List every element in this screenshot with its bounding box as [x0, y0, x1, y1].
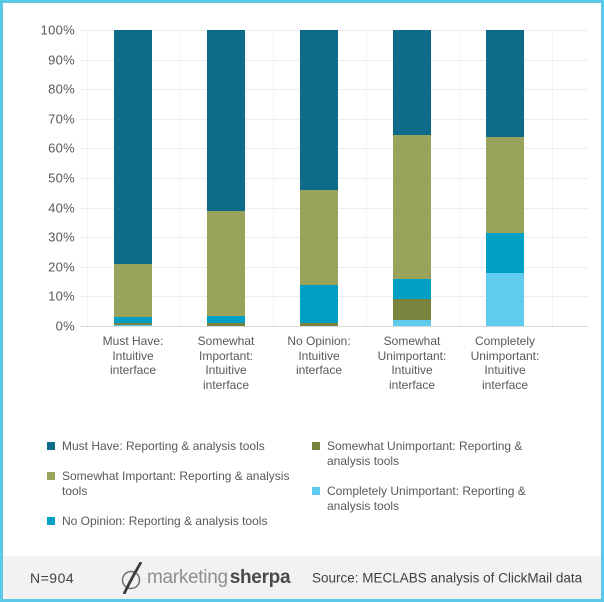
y-tick-label: 70% — [48, 111, 75, 127]
bar-segment — [300, 323, 338, 326]
x-category-label: No Opinion: Intuitive interface — [287, 334, 351, 377]
bar-segment — [207, 210, 245, 316]
legend-label: No Opinion: Reporting & analysis tools — [62, 514, 268, 528]
bar-segment — [393, 135, 431, 279]
footer-bar: N=904 marketing sherpa Source: MECLABS an… — [3, 556, 601, 599]
legend-swatch — [312, 442, 320, 450]
bar-segment — [114, 317, 152, 324]
source-attribution: Source: MECLABS analysis of ClickMail da… — [312, 570, 583, 585]
bar-segment — [300, 284, 338, 324]
gridline — [80, 326, 588, 327]
legend-swatch — [47, 517, 55, 525]
bar-segment — [393, 299, 431, 321]
y-tick-label: 80% — [48, 81, 75, 97]
bar-segment — [114, 323, 152, 325]
y-tick-label: 10% — [48, 288, 75, 304]
bar-segment — [300, 189, 338, 285]
bar-segment — [486, 232, 524, 273]
legend-label: Somewhat Unimportant: Reporting & analys… — [327, 439, 523, 468]
x-category-label: Somewhat Important: Intuitive interface — [197, 334, 255, 392]
bar-segment — [486, 136, 524, 233]
bar-segment — [393, 320, 431, 326]
y-tick-label: 90% — [48, 52, 75, 68]
y-tick-label: 40% — [48, 200, 75, 216]
bar-segment — [207, 323, 245, 326]
logo-text-marketing: marketing — [147, 566, 228, 588]
legend-swatch — [312, 487, 320, 495]
bar-segment — [486, 30, 524, 137]
y-tick-label: 0% — [55, 318, 75, 334]
bar-segment — [393, 30, 431, 136]
bar-segment — [114, 30, 152, 264]
legend-item: No Opinion: Reporting & analysis tools — [47, 514, 304, 529]
plot-area: 0% 10% 20% 30% 40% 50% 60% 70% 80% 90% 100% Must Ha… — [3, 3, 601, 599]
legend-item: Somewhat Unimportant: Reporting & analys… — [312, 439, 539, 469]
y-tick-label: 30% — [48, 229, 75, 245]
bar-segment — [114, 324, 152, 326]
x-category-label: Completely Unimportant: Intuitive interf… — [470, 334, 540, 392]
bar-segment — [207, 315, 245, 324]
legend-label: Must Have: Reporting & analysis tools — [62, 439, 265, 453]
bar-segment — [207, 30, 245, 211]
bar-segment — [300, 30, 338, 190]
y-tick-label: 20% — [48, 259, 75, 275]
bar-segment — [393, 278, 431, 300]
legend-item: Must Have: Reporting & analysis tools — [47, 439, 304, 454]
logo-text-sherpa: sherpa — [229, 566, 291, 588]
marketingsherpa-logo: marketing sherpa — [119, 561, 291, 594]
x-category-label: Must Have: Intuitive interface — [102, 334, 164, 377]
legend-label: Completely Unimportant: Reporting & anal… — [327, 484, 526, 513]
y-tick-label: 50% — [48, 170, 75, 186]
bar-segment — [486, 272, 524, 326]
sample-size-label: N=904 — [30, 569, 75, 586]
legend-column-2: Somewhat Unimportant: Reporting & analys… — [312, 439, 539, 529]
y-tick-label: 100% — [40, 22, 75, 38]
legend-item: Somewhat Important: Reporting & analysis… — [47, 469, 304, 499]
y-tick-label: 60% — [48, 140, 75, 156]
legend-swatch — [47, 442, 55, 450]
bar-segment — [114, 263, 152, 318]
legend-swatch — [47, 472, 55, 480]
x-category-label: Somewhat Unimportant: Intuitive interfac… — [377, 334, 447, 392]
legend-column-1: Must Have: Reporting & analysis tools Som… — [47, 439, 304, 544]
marketingsherpa-logo-icon — [121, 561, 142, 594]
legend-label: Somewhat Important: Reporting & analysis… — [62, 469, 290, 498]
legend-item: Completely Unimportant: Reporting & anal… — [312, 484, 539, 514]
